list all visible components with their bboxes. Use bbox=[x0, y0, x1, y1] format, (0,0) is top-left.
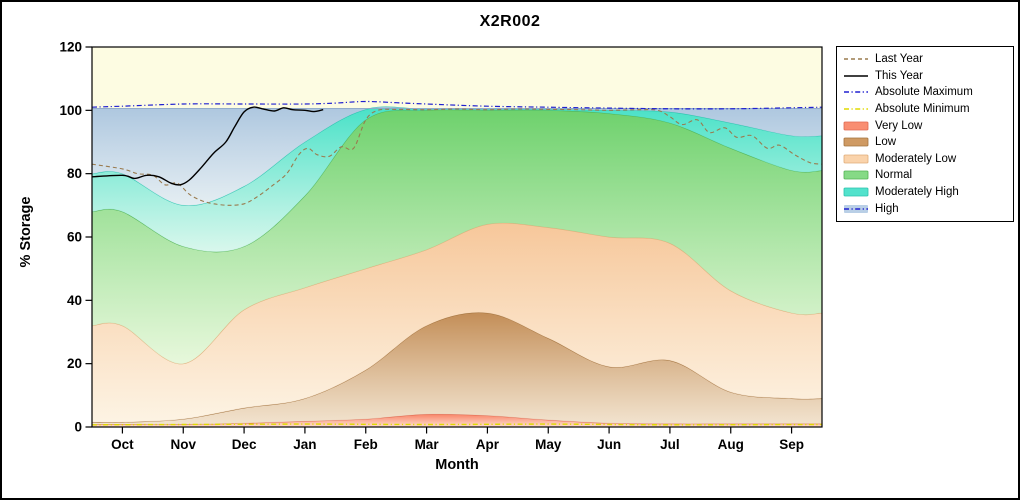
legend-item-very-low: Very Low bbox=[843, 117, 1007, 134]
x-tick-label: May bbox=[535, 437, 562, 452]
legend-sample-icon bbox=[843, 121, 869, 131]
legend-item-low: Low bbox=[843, 134, 1007, 151]
legend: Last Year This Year Absolute Maximum Absolu… bbox=[836, 46, 1014, 222]
legend-item-moderately-low: Moderately Low bbox=[843, 151, 1007, 168]
legend-item-this-year: This Year bbox=[843, 68, 1007, 85]
legend-label: This Year bbox=[875, 69, 923, 82]
axis-ticks: 0 20 40 60 80 100 120 Oct Nov Dec Jan Feb Mar Apr May J… bbox=[59, 40, 803, 453]
legend-item-absolute-maximum: Absolute Maximum bbox=[843, 84, 1007, 101]
y-tick-label: 60 bbox=[67, 230, 82, 245]
legend-item-normal: Normal bbox=[843, 167, 1007, 184]
legend-sample-icon bbox=[844, 108, 868, 110]
series-lines bbox=[92, 100, 822, 426]
legend-item-high: High bbox=[843, 200, 1007, 217]
legend-label: Normal bbox=[875, 169, 913, 182]
x-tick-label: Dec bbox=[232, 437, 257, 452]
legend-label: Moderately High bbox=[875, 186, 959, 199]
legend-sample-icon bbox=[844, 75, 868, 77]
series-this-year-line bbox=[92, 106, 324, 186]
band-low bbox=[92, 312, 822, 425]
x-tick-label: Feb bbox=[354, 437, 378, 452]
legend-sample-icon bbox=[844, 91, 868, 94]
series-absolute-maximum-line bbox=[92, 100, 822, 110]
x-tick-label: Mar bbox=[415, 437, 440, 452]
legend-label: Absolute Minimum bbox=[875, 103, 970, 116]
legend-sample-icon bbox=[843, 171, 869, 180]
legend-sample-icon bbox=[843, 154, 869, 164]
band-moderately-high bbox=[92, 106, 822, 252]
x-tick-label: Aug bbox=[718, 437, 744, 452]
legend-sample-icon bbox=[844, 58, 868, 60]
legend-item-last-year: Last Year bbox=[843, 51, 1007, 68]
legend-label: Last Year bbox=[875, 53, 923, 66]
legend-sample-icon bbox=[844, 204, 868, 213]
legend-label: Low bbox=[875, 136, 897, 149]
legend-label: Moderately Low bbox=[875, 152, 957, 165]
y-tick-label: 100 bbox=[59, 103, 82, 118]
y-tick-label: 40 bbox=[67, 293, 82, 308]
legend-sample-icon bbox=[843, 187, 869, 197]
series-last-year-line bbox=[92, 108, 822, 206]
legend-sample-icon bbox=[843, 137, 869, 147]
x-tick-label: Nov bbox=[170, 437, 196, 452]
x-tick-label: Apr bbox=[476, 437, 500, 452]
legend-label: High bbox=[875, 202, 899, 215]
y-tick-label: 0 bbox=[74, 420, 82, 435]
x-tick-label: Jan bbox=[293, 437, 316, 452]
band-high bbox=[92, 106, 822, 206]
chart-title: X2R002 bbox=[479, 13, 541, 30]
x-tick-label: Jul bbox=[660, 437, 680, 452]
legend-item-absolute-minimum: Absolute Minimum bbox=[843, 101, 1007, 118]
y-tick-label: 120 bbox=[59, 40, 82, 55]
y-tick-label: 80 bbox=[67, 166, 82, 181]
band-moderately-low bbox=[92, 222, 822, 423]
percentile-bands bbox=[92, 106, 822, 427]
x-axis-title: Month bbox=[435, 457, 479, 473]
x-tick-label: Oct bbox=[111, 437, 134, 452]
y-tick-label: 20 bbox=[67, 356, 82, 371]
legend-label: Absolute Maximum bbox=[875, 86, 973, 99]
series-absolute-minimum-line bbox=[92, 423, 822, 426]
x-tick-label: Jun bbox=[597, 437, 621, 452]
band-normal bbox=[92, 109, 822, 364]
legend-label: Very Low bbox=[875, 119, 923, 132]
legend-item-moderately-high: Moderately High bbox=[843, 184, 1007, 201]
x-tick-label: Sep bbox=[779, 437, 804, 452]
